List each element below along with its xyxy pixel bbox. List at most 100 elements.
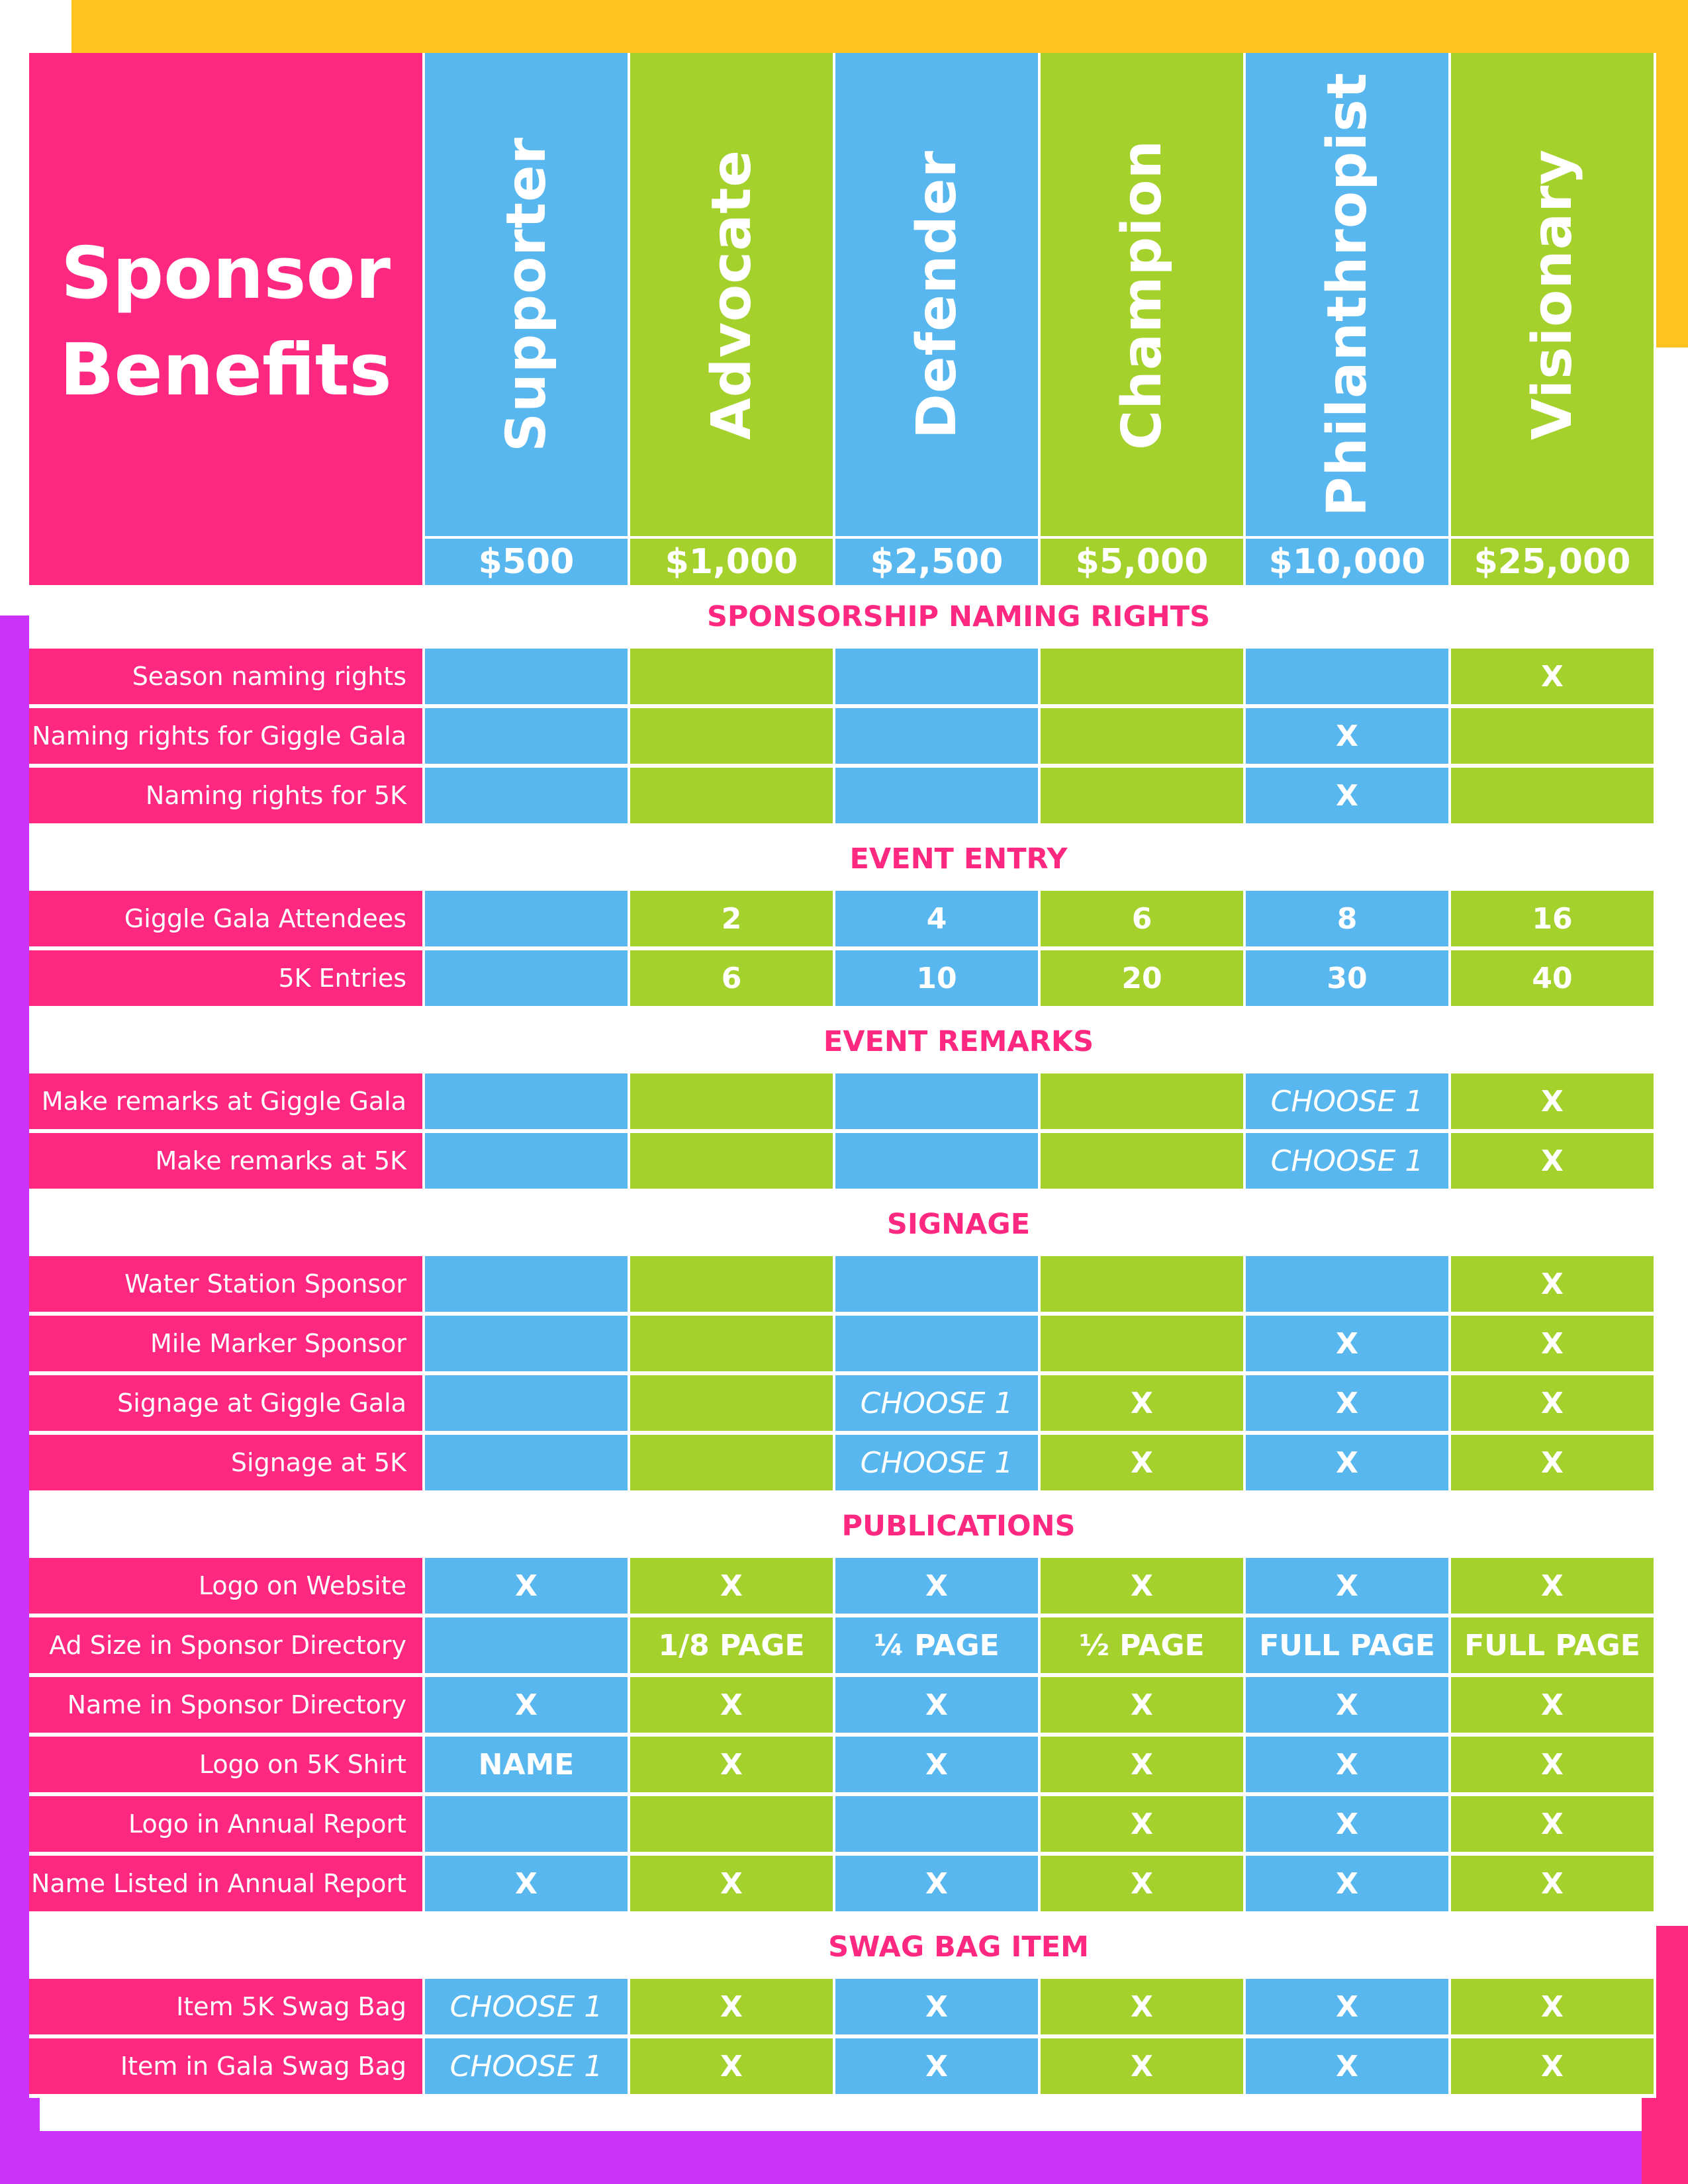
row-label: Water Station Sponsor — [29, 1256, 425, 1316]
benefit-value: X — [1246, 1796, 1451, 1856]
benefit-value — [425, 768, 630, 827]
benefit-value: X — [1451, 1435, 1656, 1494]
benefit-value: X — [835, 1558, 1041, 1617]
title-line-2: Benefits — [60, 329, 392, 412]
benefit-value — [630, 1435, 835, 1494]
row-label: Signage at 5K — [29, 1435, 425, 1494]
benefit-value: X — [835, 1856, 1041, 1915]
benefit-value: 10 — [835, 950, 1041, 1010]
benefit-value — [1041, 1133, 1246, 1193]
benefit-value — [835, 1133, 1041, 1193]
tier-name: Advocate — [700, 149, 763, 440]
benefit-value — [630, 1256, 835, 1316]
title-line-1: Sponsor — [61, 232, 391, 316]
benefit-value: X — [1246, 1677, 1451, 1737]
benefit-value — [835, 1796, 1041, 1856]
benefit-value — [425, 1316, 630, 1375]
benefit-value: X — [630, 1856, 835, 1915]
benefit-value — [425, 1375, 630, 1435]
benefit-value — [630, 1316, 835, 1375]
row-label: Logo in Annual Report — [29, 1796, 425, 1856]
tier-price: $500 — [425, 536, 630, 585]
benefit-value: X — [835, 1979, 1041, 2038]
benefit-value — [425, 891, 630, 950]
benefit-value: CHOOSE 1 — [1246, 1133, 1451, 1193]
benefit-value — [425, 649, 630, 708]
benefit-value: CHOOSE 1 — [1246, 1073, 1451, 1133]
benefit-value: 8 — [1246, 891, 1451, 950]
row-label: Make remarks at Giggle Gala — [29, 1073, 425, 1133]
tier-price: $1,000 — [630, 536, 835, 585]
benefit-value: X — [425, 1856, 630, 1915]
section-heading: SPONSORSHIP NAMING RIGHTS — [29, 585, 1656, 649]
benefit-value: X — [1041, 1856, 1246, 1915]
benefit-value: X — [1246, 1316, 1451, 1375]
row-label: Naming rights for 5K — [29, 768, 425, 827]
benefit-value: X — [1041, 2038, 1246, 2098]
tier-name: Visionary — [1521, 149, 1584, 440]
benefit-value: X — [1246, 1737, 1451, 1796]
benefit-value: X — [630, 1737, 835, 1796]
benefit-value: X — [425, 1558, 630, 1617]
benefit-value — [1041, 768, 1246, 827]
benefit-value — [630, 1796, 835, 1856]
benefit-value: ¼ PAGE — [835, 1617, 1041, 1677]
benefit-value — [630, 1073, 835, 1133]
benefit-value — [425, 1617, 630, 1677]
benefit-value: X — [1246, 768, 1451, 827]
benefit-value: X — [1451, 1737, 1656, 1796]
benefit-value: FULL PAGE — [1246, 1617, 1451, 1677]
benefit-value — [630, 1133, 835, 1193]
benefit-value: X — [1451, 1979, 1656, 2038]
benefit-value — [1041, 1073, 1246, 1133]
benefit-value — [1246, 649, 1451, 708]
row-label: Make remarks at 5K — [29, 1133, 425, 1193]
benefit-value — [425, 1256, 630, 1316]
row-label: Giggle Gala Attendees — [29, 891, 425, 950]
row-label: Item 5K Swag Bag — [29, 1979, 425, 2038]
row-label: Ad Size in Sponsor Directory — [29, 1617, 425, 1677]
section-heading: PUBLICATIONS — [29, 1494, 1656, 1558]
benefit-value: X — [1451, 1316, 1656, 1375]
benefit-value: CHOOSE 1 — [425, 2038, 630, 2098]
section-heading: SWAG BAG ITEM — [29, 1915, 1656, 1979]
row-label: Item in Gala Swag Bag — [29, 2038, 425, 2098]
benefit-value — [1451, 708, 1656, 768]
benefit-value — [630, 649, 835, 708]
benefit-value: ½ PAGE — [1041, 1617, 1246, 1677]
benefit-value: X — [1246, 1375, 1451, 1435]
decorative-top-bar — [71, 0, 1688, 53]
benefit-value — [425, 950, 630, 1010]
benefit-value: X — [630, 1558, 835, 1617]
benefit-value: X — [1041, 1375, 1246, 1435]
benefit-value — [835, 1073, 1041, 1133]
benefit-value — [425, 708, 630, 768]
benefit-value: X — [835, 1677, 1041, 1737]
row-label: Naming rights for Giggle Gala — [29, 708, 425, 768]
benefit-value: X — [1451, 1856, 1656, 1915]
decorative-bottom-bar — [0, 2131, 1688, 2184]
benefit-value: X — [835, 2038, 1041, 2098]
benefit-value — [835, 768, 1041, 827]
benefit-value — [835, 1316, 1041, 1375]
benefit-value: FULL PAGE — [1451, 1617, 1656, 1677]
section-heading: SIGNAGE — [29, 1193, 1656, 1256]
tier-price: $2,500 — [835, 536, 1041, 585]
benefit-value: NAME — [425, 1737, 630, 1796]
tier-header-defender: Defender — [835, 53, 1041, 536]
benefit-value: X — [1451, 1375, 1656, 1435]
benefit-value: X — [1041, 1677, 1246, 1737]
benefit-value: X — [1451, 1133, 1656, 1193]
benefit-value: 16 — [1451, 891, 1656, 950]
benefit-value: X — [1246, 1435, 1451, 1494]
benefit-value: X — [1451, 1073, 1656, 1133]
benefit-value: 1/8 PAGE — [630, 1617, 835, 1677]
tier-name: Defender — [905, 150, 968, 439]
benefit-value: X — [425, 1677, 630, 1737]
benefit-value: X — [835, 1737, 1041, 1796]
tier-header-philanthropist: Philanthropist — [1246, 53, 1451, 536]
benefit-value: 30 — [1246, 950, 1451, 1010]
benefit-value: X — [1451, 1558, 1656, 1617]
benefit-value — [425, 1435, 630, 1494]
benefit-value: 6 — [1041, 891, 1246, 950]
